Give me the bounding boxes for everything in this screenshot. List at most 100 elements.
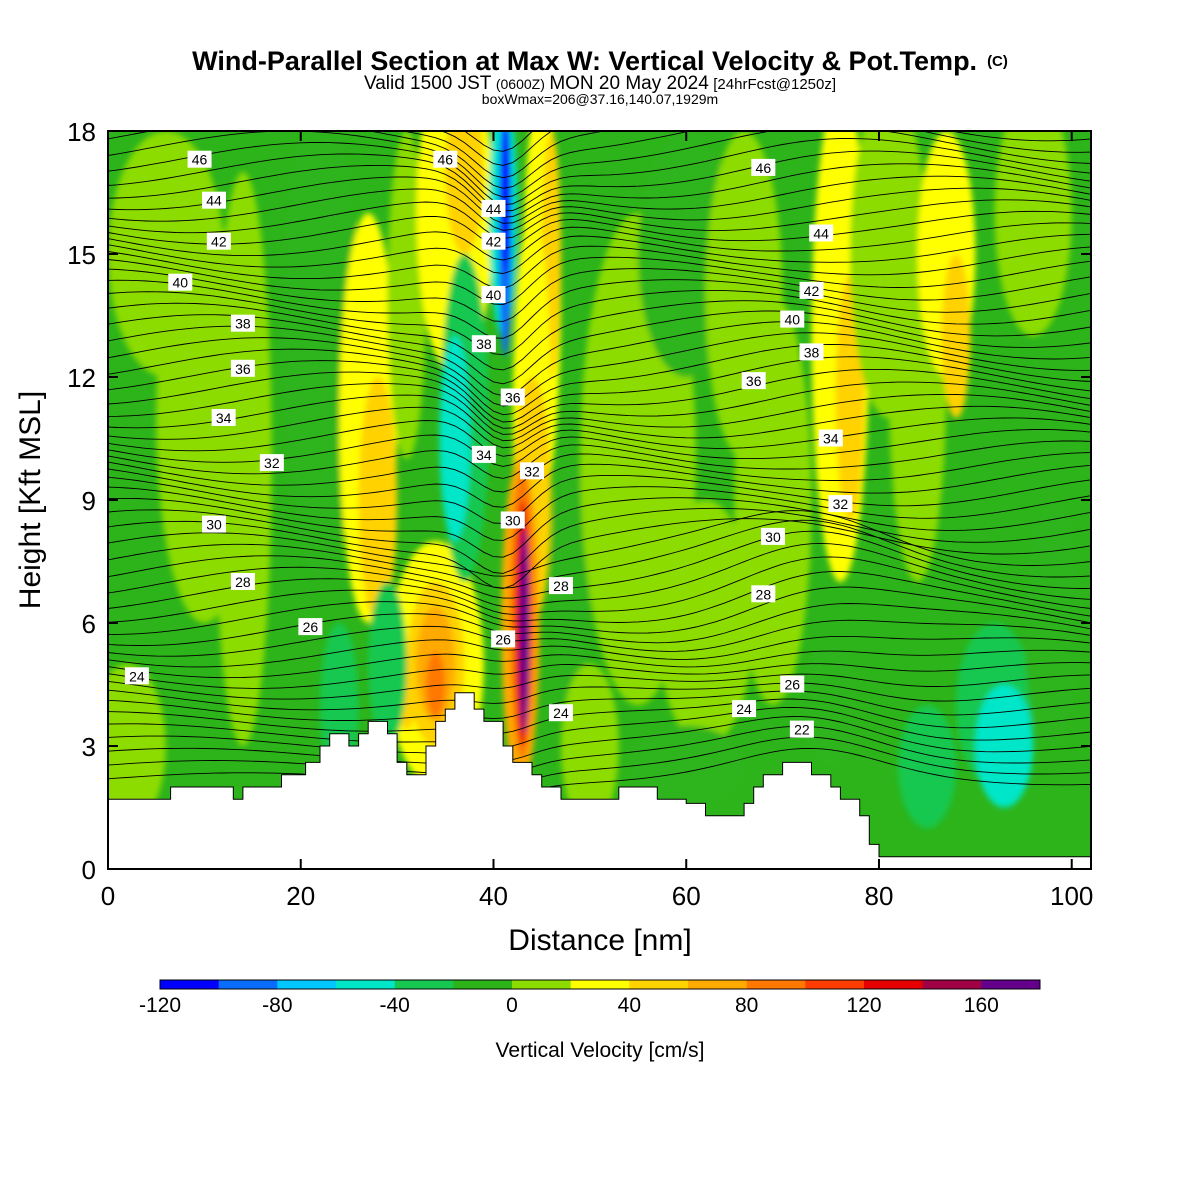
contour-label: 40 bbox=[168, 273, 193, 291]
isentrope-line bbox=[108, 138, 1091, 206]
isentrope-line bbox=[108, 649, 1091, 679]
x-tick-label: 0 bbox=[101, 881, 115, 911]
velocity-cell bbox=[657, 500, 754, 746]
isentrope-line bbox=[108, 716, 1091, 762]
contour-label-box bbox=[124, 667, 149, 685]
contour-label: 36 bbox=[230, 359, 255, 377]
contour-label-box bbox=[481, 232, 506, 250]
isentrope-line bbox=[108, 150, 1091, 212]
isentrope-line bbox=[108, 474, 1091, 524]
contour-label: 22 bbox=[789, 720, 814, 738]
contour-label: 44 bbox=[481, 199, 506, 217]
isentrope-line bbox=[108, 556, 1091, 615]
contour-label-box bbox=[548, 704, 573, 722]
contour-label-box bbox=[230, 314, 255, 332]
contour-labels: 4644424038363432302826244644424038363432… bbox=[124, 150, 853, 738]
contour-label: 30 bbox=[760, 527, 785, 545]
colorbar bbox=[159, 979, 1041, 990]
contour-label-box bbox=[481, 199, 506, 217]
colorbar-ticks: -120 -80 -40 0 40 80 120 160 bbox=[139, 994, 999, 1017]
colorbar-swatch bbox=[277, 980, 337, 989]
isentrope-line bbox=[108, 417, 1091, 457]
contour-label-text: 36 bbox=[235, 361, 251, 377]
velocity-cell bbox=[734, 295, 812, 705]
contour-label-text: 46 bbox=[756, 160, 772, 176]
contour-label-box bbox=[471, 335, 496, 353]
colorbar-swatch bbox=[629, 980, 689, 989]
isentrope-line bbox=[108, 463, 1091, 508]
isentrope-line bbox=[108, 507, 1091, 574]
colorbar-swatch bbox=[394, 980, 454, 989]
contour-label: 40 bbox=[780, 310, 805, 328]
contour-label-text: 38 bbox=[804, 344, 820, 360]
contour-label-text: 44 bbox=[486, 201, 502, 217]
contour-label-box bbox=[211, 409, 236, 426]
contour-label: 46 bbox=[433, 150, 458, 168]
y-tick-label: 6 bbox=[82, 609, 96, 639]
isentrope-line bbox=[108, 518, 1091, 589]
contour-label-text: 38 bbox=[235, 316, 251, 332]
contour-label: 38 bbox=[230, 314, 255, 332]
isentrope-line bbox=[108, 245, 1091, 289]
velocity-cell bbox=[994, 131, 1072, 336]
valid-time-b: (0600Z) bbox=[496, 76, 545, 92]
contour-label: 26 bbox=[491, 630, 516, 648]
valid-time-line: Valid 1500 JST (0600Z) MON 20 May 2024 [… bbox=[364, 73, 836, 94]
y-tick-label: 0 bbox=[82, 855, 96, 885]
isentrope-line bbox=[108, 222, 1091, 261]
isentrope-line bbox=[108, 368, 1091, 429]
valid-time-c: MON 20 May 2024 bbox=[549, 73, 709, 94]
colorbar-swatch bbox=[864, 980, 924, 989]
contour-label: 42 bbox=[206, 232, 231, 250]
contour-label-box bbox=[520, 462, 545, 480]
contour-label-text: 24 bbox=[129, 668, 145, 684]
isentrope-line bbox=[108, 131, 1091, 189]
colorbar-tick-label: -40 bbox=[379, 994, 409, 1017]
contour-label: 36 bbox=[500, 388, 525, 406]
contour-label: 44 bbox=[809, 224, 834, 242]
isentrope-line bbox=[108, 279, 1091, 339]
isentrope-line bbox=[108, 233, 1091, 274]
contour-label-text: 44 bbox=[813, 226, 829, 242]
isentrope-line bbox=[108, 510, 1091, 577]
colorbar-label: Vertical Velocity [cm/s] bbox=[496, 1039, 705, 1062]
colorbar-swatch bbox=[688, 980, 748, 989]
velocity-cell bbox=[439, 336, 471, 541]
contour-label-box bbox=[741, 372, 766, 390]
contour-label: 24 bbox=[124, 667, 149, 685]
isentrope-line bbox=[108, 289, 1091, 356]
contour-label-text: 24 bbox=[553, 705, 569, 721]
isentrope-line bbox=[108, 440, 1091, 479]
x-tick-label: 60 bbox=[672, 881, 701, 911]
contour-label: 32 bbox=[828, 495, 853, 513]
velocity-cell bbox=[426, 651, 446, 718]
contour-label-box bbox=[206, 232, 231, 250]
plot-area: 4644424038363432302826244644424038363432… bbox=[108, 131, 1091, 869]
contour-label-box bbox=[818, 429, 843, 447]
contour-label-box bbox=[760, 527, 785, 545]
contour-label-text: 44 bbox=[206, 193, 222, 209]
isentrope-line bbox=[108, 321, 1091, 397]
isentrope-line bbox=[108, 571, 1091, 623]
contour-label-box bbox=[168, 273, 193, 291]
box-wmax-info: boxWmax=206@37.16,140.07,1929m bbox=[482, 91, 718, 107]
contour-label-box bbox=[471, 445, 496, 463]
chart-title-main: Wind-Parallel Section at Max W: Vertical… bbox=[192, 46, 977, 76]
contour-label-text: 36 bbox=[746, 373, 762, 389]
contour-label-text: 42 bbox=[211, 234, 227, 250]
contour-label-box bbox=[433, 150, 458, 168]
contour-label-text: 40 bbox=[172, 275, 188, 291]
isentrope-line bbox=[108, 662, 1091, 689]
chart-title: Wind-Parallel Section at Max W: Vertical… bbox=[192, 46, 1008, 76]
velocity-cell bbox=[501, 131, 511, 275]
isentrope-line bbox=[108, 698, 1091, 734]
contour-label: 46 bbox=[751, 158, 776, 176]
contour-label-box bbox=[780, 310, 805, 328]
isentrope-line bbox=[108, 175, 1091, 224]
colorbar-tick-label: 80 bbox=[735, 994, 758, 1017]
contour-label: 42 bbox=[481, 232, 506, 250]
contour-label-box bbox=[298, 618, 323, 636]
contour-label-text: 28 bbox=[553, 578, 569, 594]
isentrope-line bbox=[108, 300, 1091, 371]
